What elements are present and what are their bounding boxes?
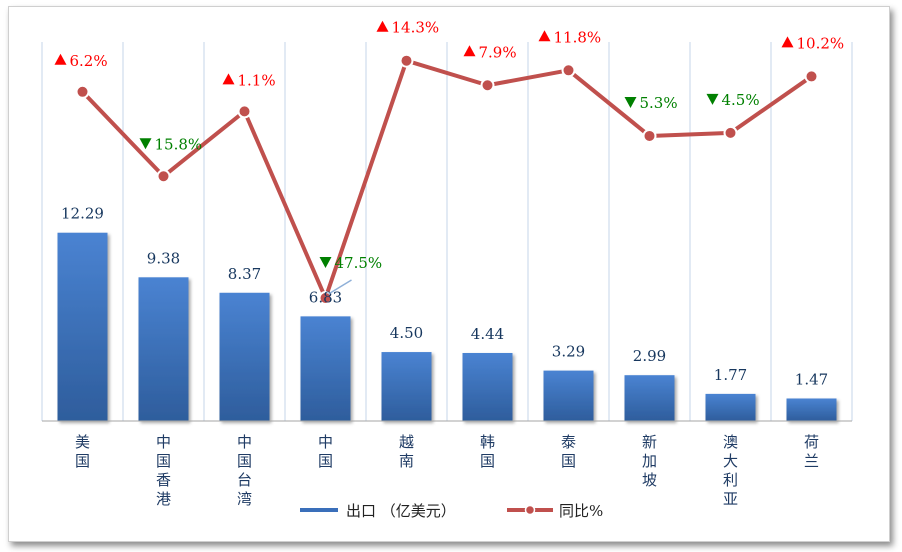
- up-triangle-icon: [538, 30, 551, 42]
- up-triangle-icon: [781, 36, 794, 48]
- bar-value-label: 4.44: [471, 325, 504, 343]
- bar: [462, 352, 513, 421]
- category-label: 中国台湾: [237, 433, 252, 508]
- yoy-point: [642, 128, 657, 143]
- category-label: 泰国: [561, 433, 576, 470]
- down-triangle-icon: [706, 93, 719, 105]
- category-label: 中国: [318, 433, 333, 470]
- yoy-line: [81, 58, 813, 300]
- bar-value-label: 9.38: [147, 249, 180, 267]
- bar-value-label: 1.47: [795, 370, 828, 388]
- yoy-point: [399, 53, 414, 68]
- bar-value-label: 1.77: [714, 366, 747, 384]
- yoy-label: 1.1%: [238, 71, 276, 89]
- bar: [381, 352, 432, 421]
- bar: [300, 316, 351, 421]
- yoy-point: [480, 78, 495, 93]
- bar: [219, 292, 270, 421]
- category-label: 韩国: [480, 433, 495, 470]
- yoy-label: 6.2%: [70, 52, 108, 70]
- bar-value-label: 6.83: [309, 288, 342, 306]
- legend-line-marker: [524, 504, 536, 516]
- up-triangle-icon: [376, 20, 389, 32]
- leader-line: [328, 279, 352, 295]
- legend: 出口 （亿美元） 同比%: [300, 502, 603, 520]
- data-labels: 12.29 9.38 8.37 6.83 4.50 4.44 3.29 2.99 1.77 1.4…: [54, 19, 845, 388]
- chart-frame: [8, 6, 890, 542]
- category-label: 荷兰: [804, 433, 819, 470]
- bar-series: [57, 232, 837, 421]
- down-triangle-icon: [139, 138, 152, 150]
- yoy-label: 5.3%: [640, 94, 678, 112]
- yoy-label: 15.8%: [155, 135, 203, 153]
- up-triangle-icon: [463, 45, 476, 57]
- bar-value-label: 4.50: [390, 324, 423, 342]
- category-label: 新加坡: [642, 433, 657, 489]
- bar: [786, 398, 837, 421]
- category-label: 越南: [399, 433, 414, 470]
- down-triangle-icon: [624, 96, 637, 108]
- category-label: 澳大利亚: [723, 433, 738, 508]
- category-label: 美国: [75, 433, 90, 470]
- yoy-label: 7.9%: [479, 43, 517, 61]
- yoy-point: [723, 125, 738, 140]
- up-triangle-icon: [54, 53, 67, 65]
- yoy-label: 10.2%: [797, 34, 845, 52]
- yoy-point: [561, 63, 576, 78]
- down-triangle-icon: [319, 257, 332, 268]
- bar: [138, 277, 189, 421]
- yoy-point: [75, 84, 90, 99]
- yoy-label: 47.5%: [335, 254, 383, 272]
- yoy-label: 11.8%: [554, 28, 602, 46]
- yoy-point: [156, 169, 171, 184]
- bar: [705, 393, 756, 421]
- up-triangle-icon: [222, 73, 235, 85]
- x-axis: 美国 中国香港 中国台湾 中国 越南 韩国 泰国 新加坡 澳大利亚 荷兰: [42, 420, 852, 508]
- bar: [543, 370, 594, 421]
- bar-value-label: 3.29: [552, 343, 585, 361]
- bar-value-label: 12.29: [61, 205, 104, 223]
- legend-line-label: 同比%: [559, 502, 603, 520]
- line-series: [75, 53, 819, 305]
- yoy-point: [804, 69, 819, 84]
- bar: [57, 232, 108, 421]
- category-label: 中国香港: [156, 433, 171, 508]
- yoy-point: [318, 291, 333, 305]
- bar: [624, 375, 675, 421]
- legend-bar-label: 出口 （亿美元）: [346, 502, 456, 520]
- yoy-point: [237, 104, 252, 119]
- bar-value-label: 2.99: [633, 347, 666, 365]
- yoy-label: 4.5%: [722, 91, 760, 109]
- yoy-label: 14.3%: [392, 19, 440, 37]
- bar-value-label: 8.37: [228, 265, 261, 283]
